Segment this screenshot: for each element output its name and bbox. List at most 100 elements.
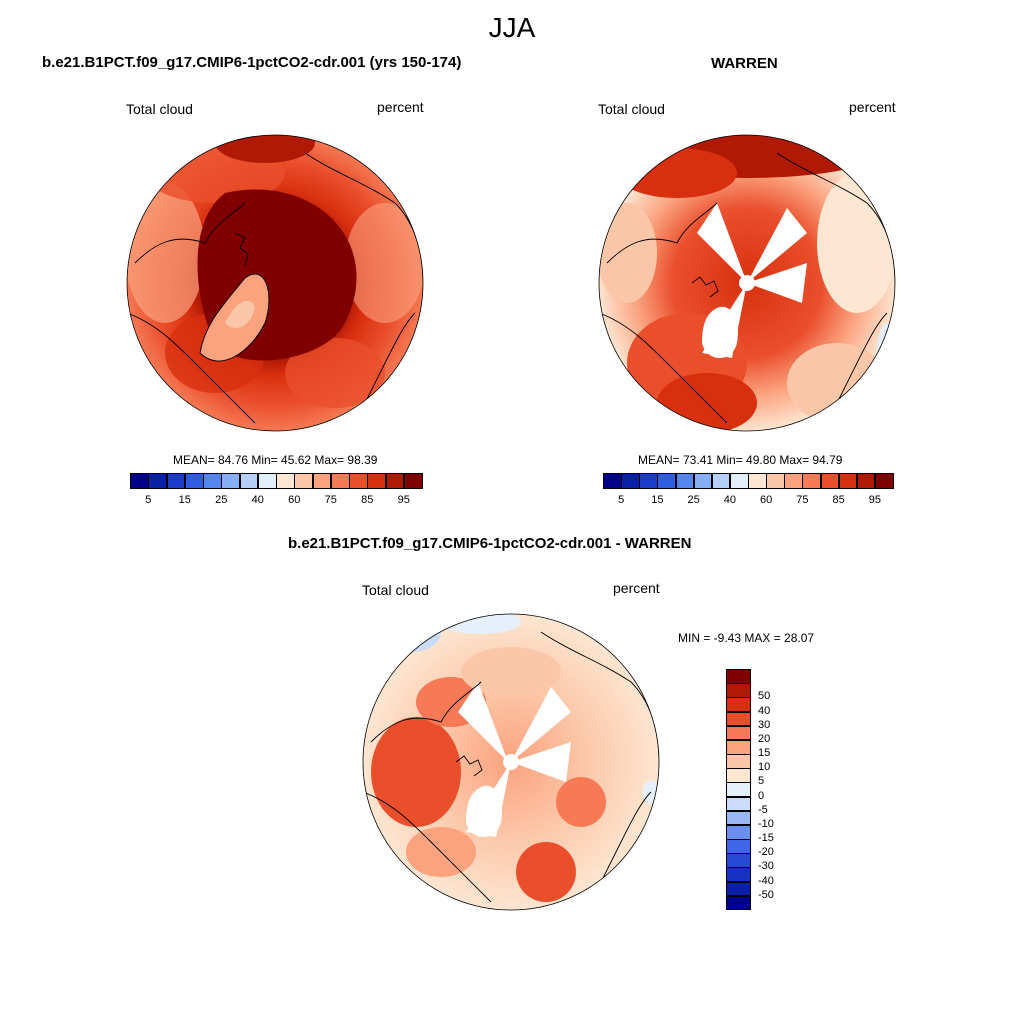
panel2-stats: MEAN= 73.41 Min= 49.80 Max= 94.79 bbox=[638, 453, 843, 467]
panel3-colorbar-box bbox=[726, 725, 751, 741]
panel3-colorbar-tick: 40 bbox=[758, 704, 771, 717]
panel1-stats: MEAN= 84.76 Min= 45.62 Max= 98.39 bbox=[173, 453, 378, 467]
panel3-colorbar-tick: -20 bbox=[758, 846, 774, 859]
panel3-colorbar-tick: -50 bbox=[758, 888, 774, 901]
panel2-colorbar-labels: 5 15 25 40 60 75 85 95 bbox=[603, 494, 893, 508]
panel3-colorbar-tick: -15 bbox=[758, 832, 774, 845]
panel3-colorbar-tick: 20 bbox=[758, 732, 771, 745]
panel1-colorbar-box bbox=[349, 473, 368, 489]
panel2-colorbar-tick: 60 bbox=[760, 494, 773, 506]
panel3-colorbar-tick: 30 bbox=[758, 718, 771, 731]
panel3-colorbar-tick: 0 bbox=[758, 789, 765, 802]
panel3-title: b.e21.B1PCT.f09_g17.CMIP6-1pctCO2-cdr.00… bbox=[288, 535, 692, 552]
panel2-colorbar-tick: 25 bbox=[687, 494, 700, 506]
panel1-colorbar-tick: 25 bbox=[215, 494, 228, 506]
panel2-colorbar-box bbox=[838, 473, 858, 489]
panel1-colorbar-box bbox=[367, 473, 386, 489]
panel3-colorbar-tick: 15 bbox=[758, 747, 771, 760]
panel2-colorbar-box bbox=[874, 473, 894, 489]
panel1-colorbar-tick: 95 bbox=[397, 494, 410, 506]
panel3-polar-map bbox=[362, 613, 660, 911]
panel3-colorbar-box bbox=[726, 739, 751, 755]
panel1-colorbar-tick: 15 bbox=[178, 494, 191, 506]
panel3-colorbar-box bbox=[726, 669, 751, 684]
panel2-colorbar-box bbox=[784, 473, 803, 489]
panel1-colorbar-tick: 85 bbox=[361, 494, 374, 506]
panel3-colorbar-box bbox=[726, 881, 751, 897]
panel2-colorbar-box bbox=[603, 473, 622, 489]
panel3-colorbar-box bbox=[726, 754, 751, 769]
panel1-colorbar-box bbox=[203, 473, 222, 489]
panel1-colorbar-box bbox=[166, 473, 186, 489]
panel1-colorbar-box bbox=[130, 473, 149, 489]
season-title: JJA bbox=[488, 12, 536, 43]
panel3-colorbar-box bbox=[726, 839, 751, 854]
panel2-colorbar-box bbox=[657, 473, 676, 489]
panel2-polar-map bbox=[598, 134, 896, 432]
panel2-title: WARREN bbox=[711, 55, 778, 72]
panel2-colorbar-box bbox=[748, 473, 767, 489]
panel2-colorbar-tick: 5 bbox=[618, 494, 625, 506]
panel2-colorbar-box bbox=[711, 473, 731, 489]
panel3-colorbar-tick: -5 bbox=[758, 803, 768, 816]
panel2-colorbar-box bbox=[693, 473, 713, 489]
panel3-colorbar-box bbox=[726, 867, 751, 883]
panel2-colorbar-tick: 75 bbox=[796, 494, 809, 506]
panel3-colorbar-box bbox=[726, 768, 751, 783]
panel3-colorbar-box bbox=[726, 796, 751, 812]
panel3-colorbar-box bbox=[726, 782, 751, 798]
panel1-colorbar-box bbox=[148, 473, 167, 489]
panel1-polar-map bbox=[126, 134, 424, 432]
panel1-left-label: Total cloud bbox=[126, 101, 193, 117]
panel1-title: b.e21.B1PCT.f09_g17.CMIP6-1pctCO2-cdr.00… bbox=[42, 54, 462, 71]
panel3-colorbar-tick: -40 bbox=[758, 874, 774, 887]
panel3-colorbar-tick: 10 bbox=[758, 761, 771, 774]
panel3-colorbar-box bbox=[726, 810, 751, 826]
panel1-colorbar-box bbox=[403, 473, 423, 489]
panel3-colorbar-tick: -10 bbox=[758, 817, 774, 830]
panel3-colorbar-tick: -30 bbox=[758, 860, 774, 873]
panel1-colorbar-tick: 75 bbox=[324, 494, 337, 506]
panel2-colorbar-box bbox=[621, 473, 640, 489]
panel1-colorbar-box bbox=[294, 473, 313, 489]
panel2-colorbar-box bbox=[639, 473, 658, 489]
panel1-colorbar-tick: 60 bbox=[288, 494, 301, 506]
panel3-stats: MIN = -9.43 MAX = 28.07 bbox=[678, 631, 815, 645]
panel3-colorbar-labels: -50 -40 -30 -20 -15 -10 -5 0 5 10 15 20 30 40 50 bbox=[758, 669, 798, 910]
panel2-colorbar-box bbox=[856, 473, 876, 489]
panel2-colorbar-box bbox=[675, 473, 695, 489]
panel3-colorbar-box bbox=[726, 697, 751, 713]
panel1-colorbar-box bbox=[257, 473, 277, 489]
panel2-units-label: percent bbox=[849, 99, 896, 115]
panel1-colorbar-box bbox=[385, 473, 405, 489]
panel3-colorbar-box bbox=[726, 683, 751, 698]
panel3-colorbar-box bbox=[726, 895, 751, 911]
panel2-left-label: Total cloud bbox=[598, 101, 665, 117]
panel1-colorbar-box bbox=[184, 473, 204, 489]
panel2-colorbar-tick: 95 bbox=[868, 494, 881, 506]
panel3-colorbar-tick: 5 bbox=[758, 775, 765, 788]
panel1-colorbar-tick: 5 bbox=[145, 494, 152, 506]
panel3-colorbar-tick: 50 bbox=[758, 690, 771, 703]
panel3-colorbar-box bbox=[726, 824, 751, 840]
panel1-colorbar-box bbox=[312, 473, 332, 489]
panel3-units-label: percent bbox=[613, 580, 660, 596]
panel1-units-label: percent bbox=[377, 99, 424, 115]
panel1-colorbar-box bbox=[221, 473, 240, 489]
panel1-colorbar bbox=[130, 473, 423, 489]
panel2-colorbar-box bbox=[766, 473, 785, 489]
panel1-colorbar-labels: 5 15 25 40 60 75 85 95 bbox=[130, 494, 422, 508]
panel1-colorbar-box bbox=[330, 473, 350, 489]
panel2-colorbar bbox=[603, 473, 894, 489]
panel1-colorbar-box bbox=[239, 473, 259, 489]
panel3-left-label: Total cloud bbox=[362, 582, 429, 598]
panel2-colorbar-tick: 40 bbox=[723, 494, 736, 506]
panel2-colorbar-tick: 15 bbox=[651, 494, 664, 506]
panel3-colorbar-box bbox=[726, 711, 751, 727]
panel1-colorbar-box bbox=[276, 473, 295, 489]
panel2-colorbar-box bbox=[729, 473, 749, 489]
panel2-colorbar-box bbox=[802, 473, 821, 489]
panel3-colorbar bbox=[726, 669, 751, 911]
panel3-colorbar-box bbox=[726, 853, 751, 868]
panel2-colorbar-box bbox=[820, 473, 840, 489]
